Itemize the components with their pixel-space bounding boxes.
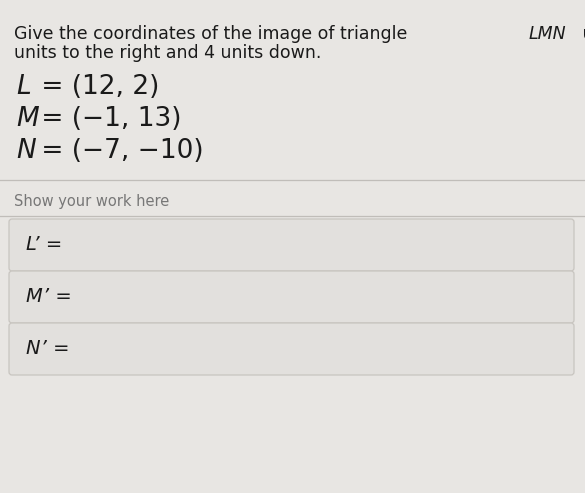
Text: Give the coordinates of the image of triangle: Give the coordinates of the image of tri…	[14, 25, 413, 43]
Text: L: L	[16, 74, 31, 100]
Text: N’ =: N’ =	[26, 340, 70, 358]
Text: Show your work here: Show your work here	[14, 194, 169, 209]
Text: units to the right and 4 units down.: units to the right and 4 units down.	[14, 44, 321, 62]
Text: LMN: LMN	[529, 25, 566, 43]
Text: L’ =: L’ =	[26, 236, 62, 254]
FancyBboxPatch shape	[9, 323, 574, 375]
Text: under a translation of 7: under a translation of 7	[577, 25, 585, 43]
Text: = (12, 2): = (12, 2)	[33, 74, 159, 100]
Text: = (−1, 13): = (−1, 13)	[33, 106, 181, 132]
Text: M: M	[16, 106, 39, 132]
Text: M’ =: M’ =	[26, 287, 72, 307]
Text: N: N	[16, 138, 36, 164]
FancyBboxPatch shape	[9, 219, 574, 271]
FancyBboxPatch shape	[9, 271, 574, 323]
Text: = (−7, −10): = (−7, −10)	[33, 138, 204, 164]
